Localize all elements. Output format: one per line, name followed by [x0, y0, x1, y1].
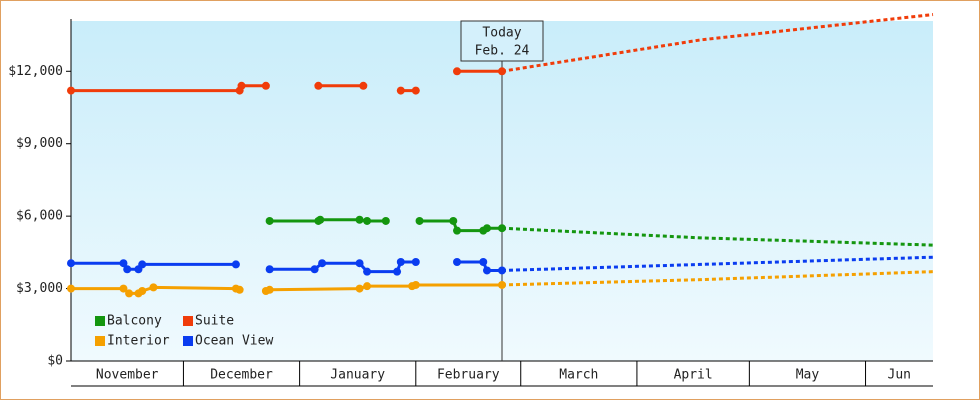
price-point: [498, 67, 506, 76]
y-tick-label: $0: [47, 354, 63, 369]
y-tick-label: $6,000: [16, 209, 63, 224]
price-point: [411, 280, 420, 289]
price-point: [498, 266, 506, 275]
price-point: [119, 259, 128, 268]
price-point: [265, 216, 274, 225]
price-point: [363, 216, 372, 225]
price-point: [355, 284, 364, 293]
price-point: [355, 259, 364, 268]
today-box: [460, 20, 544, 62]
price-point: [67, 86, 75, 95]
price-point: [483, 224, 492, 233]
price-point: [411, 86, 420, 95]
price-point: [396, 258, 405, 267]
price-point: [483, 266, 492, 275]
x-tick-label: April: [674, 368, 713, 383]
today-label: Feb. 24: [475, 44, 530, 59]
y-tick-label: $3,000: [16, 281, 63, 296]
price-point: [363, 267, 372, 276]
price-point: [265, 285, 274, 294]
price-point: [355, 215, 364, 224]
price-point: [67, 259, 75, 268]
legend-label: Ocean View: [195, 334, 273, 349]
price-point: [381, 216, 390, 225]
price-point: [498, 224, 506, 233]
price-point: [119, 284, 128, 293]
price-point: [498, 280, 506, 289]
x-tick-label: March: [559, 368, 598, 383]
price-point: [453, 258, 462, 267]
price-point: [67, 284, 75, 293]
price-point: [138, 260, 147, 269]
price-point: [393, 267, 402, 276]
price-point: [310, 265, 319, 274]
legend-swatch: [183, 336, 193, 346]
price-point: [318, 259, 327, 268]
price-point: [411, 258, 420, 267]
price-point: [415, 216, 424, 225]
price-point: [316, 215, 325, 224]
y-tick-label: $12,000: [8, 64, 63, 79]
forecast-line: [501, 255, 934, 272]
y-tick-label: $9,000: [16, 136, 63, 151]
x-tick-label: May: [796, 368, 820, 383]
x-tick-label: January: [330, 368, 385, 383]
x-tick-label: February: [437, 368, 500, 383]
price-point: [314, 81, 323, 90]
price-point: [149, 283, 158, 292]
x-tick-label: December: [210, 368, 273, 383]
price-point: [396, 86, 405, 95]
legend-swatch: [95, 316, 105, 326]
price-point: [123, 265, 132, 274]
price-point: [125, 289, 134, 298]
legend-swatch: [95, 336, 105, 346]
legend-label: Interior: [107, 334, 170, 349]
price-point: [231, 260, 240, 269]
x-tick-label: Jun: [888, 368, 911, 383]
price-point: [265, 265, 274, 274]
price-point: [359, 81, 368, 90]
price-point: [261, 81, 270, 90]
legend-label: Suite: [195, 314, 234, 329]
price-point: [138, 286, 147, 295]
price-point: [453, 67, 462, 76]
price-point: [453, 226, 462, 235]
legend-swatch: [183, 316, 193, 326]
price-point: [235, 285, 244, 294]
forecast-line: [501, 226, 934, 247]
price-point: [237, 81, 246, 90]
price-point: [363, 282, 372, 291]
legend-label: Balcony: [107, 314, 162, 329]
price-point: [479, 258, 488, 267]
x-tick-label: November: [96, 368, 159, 383]
price-point: [449, 216, 458, 225]
forecast-line: [501, 270, 934, 287]
today-label: Today: [482, 26, 521, 41]
